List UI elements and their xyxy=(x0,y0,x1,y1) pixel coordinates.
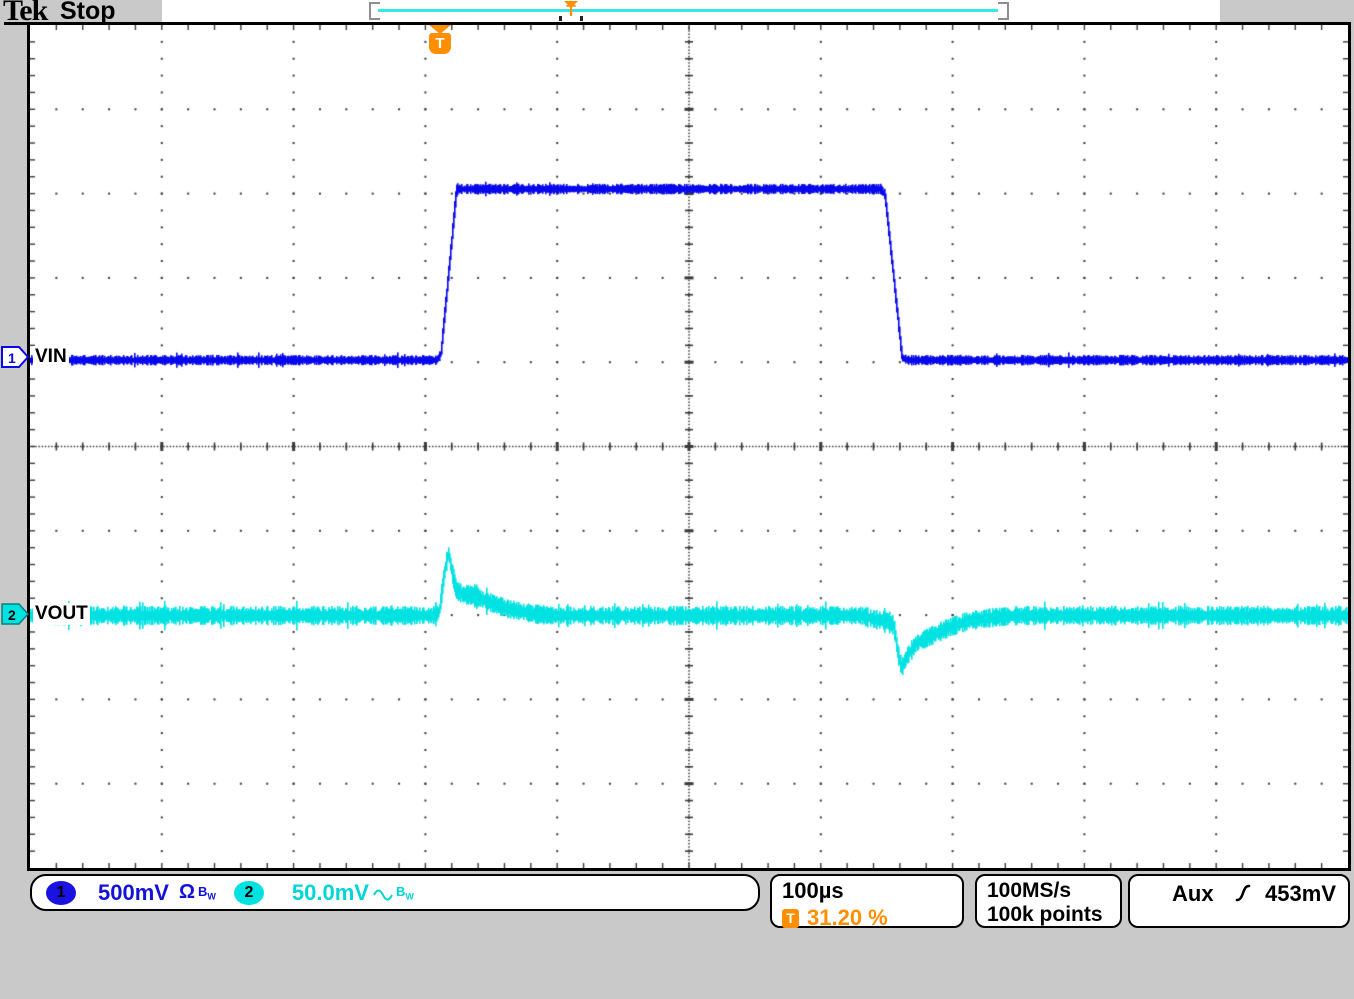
trigger-readout-box[interactable]: Aux 453mV xyxy=(1128,874,1350,928)
ch1-impedance-symbol: Ω xyxy=(178,881,195,903)
ch1-trace-label: VIN xyxy=(33,346,69,368)
ch1-marker[interactable]: 1 xyxy=(1,346,29,370)
trigger-position-indicator[interactable]: T xyxy=(426,25,454,54)
trigger-position-percent: 31.20 % xyxy=(807,905,888,930)
ch1-marker-shape xyxy=(1,346,29,368)
trigger-level: 453mV xyxy=(1265,881,1336,906)
ch2-marker-shape xyxy=(1,603,29,625)
record-length: 100k points xyxy=(987,903,1103,926)
graticule-waveform-canvas xyxy=(30,25,1348,868)
record-view-line xyxy=(378,9,998,12)
ch2-badge[interactable]: 2 xyxy=(233,880,264,905)
ch1-scale: 500mV xyxy=(98,879,169,905)
timebase-scale: 100µs xyxy=(782,878,844,903)
ac-coupling-icon xyxy=(373,889,393,901)
sample-rate: 100MS/s xyxy=(987,879,1072,902)
graticule: T VIN VOUT xyxy=(27,22,1351,871)
ch2-scale: 50.0mV xyxy=(291,879,369,905)
ch2-bw-limit: BW xyxy=(395,883,414,902)
acquisition-status: Stop xyxy=(60,0,116,25)
trigger-arrow-icon xyxy=(564,1,578,8)
ch1-badge[interactable]: 1 xyxy=(46,880,76,905)
ch1-marker-number: 1 xyxy=(8,350,16,366)
trigger-rising-edge-icon xyxy=(1235,884,1250,902)
header: Tek Stop T xyxy=(0,0,1354,27)
ch2-marker[interactable]: 2 xyxy=(1,603,29,627)
trigger-source: Aux xyxy=(1172,881,1214,906)
ch2-trace-label: VOUT xyxy=(33,603,90,625)
timebase-readout-box[interactable]: 100µs T 31.20 % xyxy=(770,874,964,930)
record-window-mark-left xyxy=(559,16,562,21)
record-view-bracket-right-icon xyxy=(998,2,1009,20)
trigger-t-badge: T xyxy=(429,33,451,54)
trigger-small-t-icon: T xyxy=(782,908,799,928)
channel-readout-box[interactable]: 1 500mV Ω BW 2 50.0mV BW xyxy=(30,874,760,911)
trigger-t-icon: T xyxy=(566,3,576,20)
ch1-bw-limit: BW xyxy=(198,883,216,902)
record-window-mark-right xyxy=(580,16,583,21)
record-view-bracket-left-icon xyxy=(369,2,380,20)
ch2-marker-number: 2 xyxy=(8,607,16,623)
trigger-position-arrow-icon xyxy=(429,25,451,34)
acquisition-readout-box[interactable]: 100MS/s 100k points xyxy=(975,874,1122,928)
record-trigger-position-marker[interactable]: T xyxy=(559,0,583,22)
